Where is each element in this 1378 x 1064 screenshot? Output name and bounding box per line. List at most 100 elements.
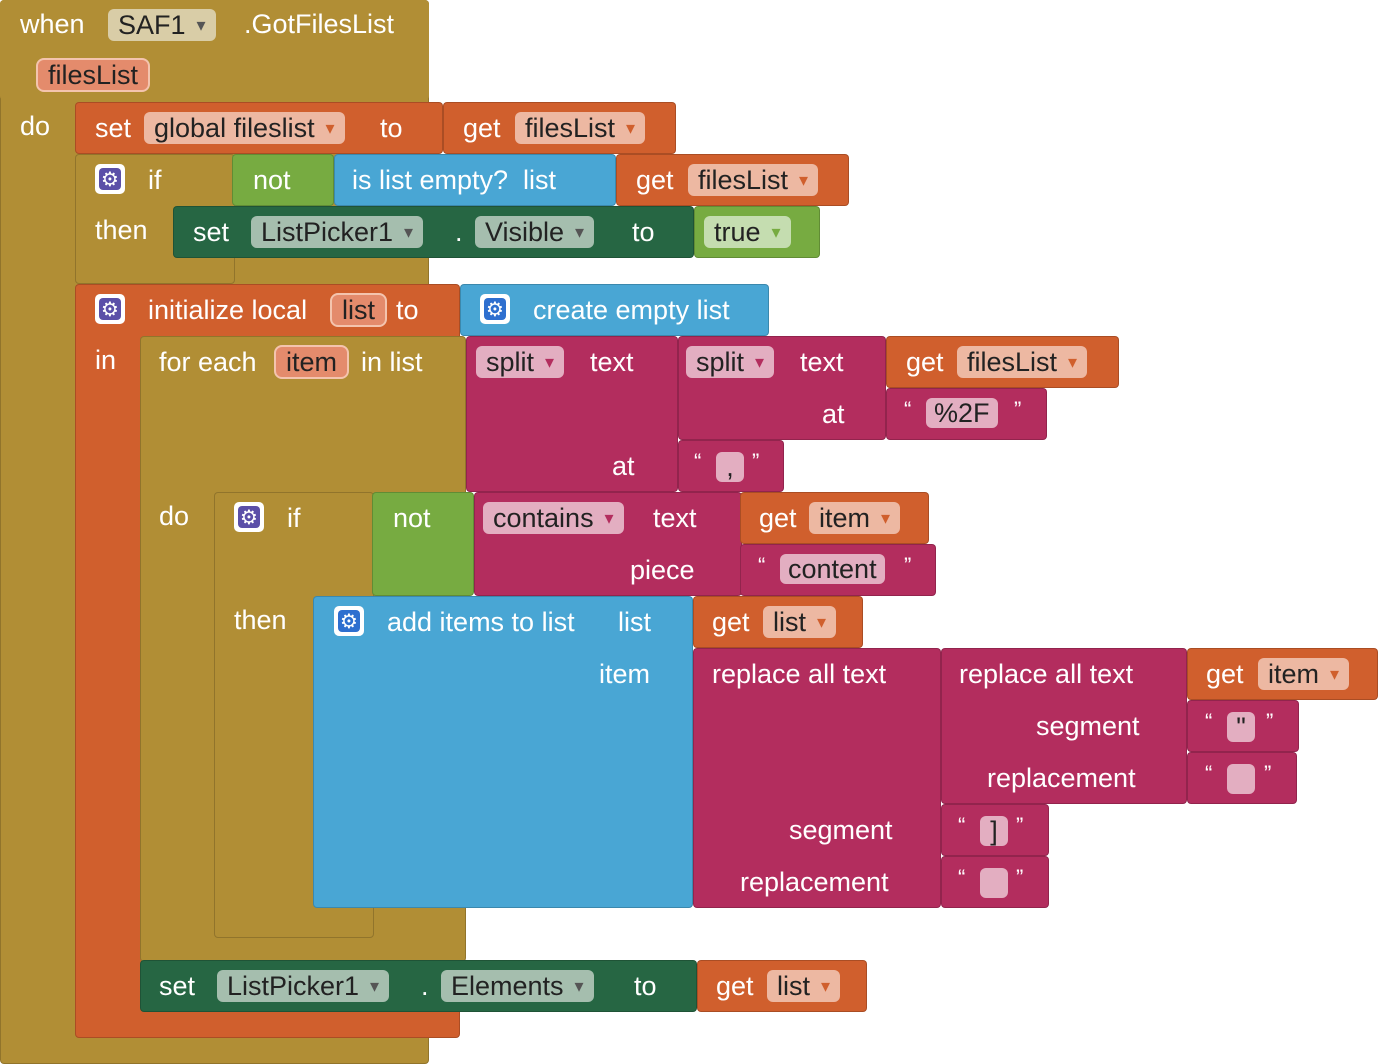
- for-each-label: for each: [159, 347, 257, 377]
- in-list-label: in list: [361, 347, 423, 377]
- add-items-item-label: item: [599, 659, 651, 689]
- contains-text-label: text: [653, 503, 697, 533]
- event-component-dropdown[interactable]: SAF1: [108, 9, 216, 41]
- split-text-label: text: [590, 347, 634, 377]
- local-var-name[interactable]: list: [330, 293, 387, 327]
- add-items-list-label: list: [618, 607, 651, 637]
- create-empty-list-block[interactable]: [460, 284, 769, 336]
- event-name-label: .GotFilesList: [244, 9, 395, 39]
- not-label: not: [393, 503, 431, 533]
- if-label: if: [148, 165, 162, 195]
- string-value-bracket[interactable]: ]: [980, 816, 1008, 846]
- replace-segment-label: segment: [789, 815, 893, 845]
- replace-all-text-label: replace all text: [959, 659, 1134, 689]
- string-value-2f[interactable]: %2F: [926, 398, 998, 428]
- close-quote: ”: [1016, 813, 1024, 838]
- get-label: get: [463, 113, 501, 143]
- contains-dropdown[interactable]: contains: [483, 502, 624, 534]
- add-items-to-list-block[interactable]: [313, 596, 693, 908]
- add-items-label: add items to list: [387, 607, 575, 637]
- for-each-do-label: do: [159, 501, 190, 531]
- init-label: initialize local: [148, 295, 308, 325]
- get-var-dropdown[interactable]: filesList: [688, 164, 819, 196]
- split-at-label: at: [612, 451, 635, 481]
- init-to-label: to: [396, 295, 419, 325]
- open-quote: “: [958, 865, 966, 890]
- then-label: then: [95, 215, 148, 245]
- close-quote: ”: [1264, 761, 1272, 786]
- close-quote: ”: [904, 553, 912, 578]
- replace-all-text-block-inner[interactable]: [941, 648, 1187, 804]
- to-label: to: [634, 971, 657, 1001]
- then-label: then: [234, 605, 287, 635]
- string-value-dquote[interactable]: ": [1227, 712, 1255, 742]
- get-var-dropdown[interactable]: list: [763, 606, 836, 638]
- replace-all-text-block-outer[interactable]: [693, 648, 941, 908]
- replace-segment-label: segment: [1036, 711, 1140, 741]
- init-mutator-gear-icon[interactable]: [95, 294, 125, 324]
- replace-all-text-label: replace all text: [712, 659, 887, 689]
- boolean-dropdown[interactable]: true: [704, 216, 791, 248]
- init-in-label: in: [95, 345, 117, 375]
- if-mutator-gear-icon[interactable]: [234, 502, 264, 532]
- dot-label: .: [455, 217, 463, 247]
- get-var-dropdown[interactable]: filesList: [515, 112, 646, 144]
- not-block-1[interactable]: [232, 154, 334, 206]
- get-label: get: [716, 971, 754, 1001]
- get-var-dropdown[interactable]: item: [809, 502, 901, 534]
- set-label: set: [193, 217, 230, 247]
- get-label: get: [636, 165, 674, 195]
- replace-replacement-label: replacement: [740, 867, 889, 897]
- for-each-var-name[interactable]: item: [274, 345, 350, 379]
- if-label: if: [287, 503, 301, 533]
- close-quote: ”: [1016, 865, 1024, 890]
- get-var-dropdown[interactable]: list: [767, 970, 840, 1002]
- get-label: get: [712, 607, 750, 637]
- get-var-dropdown[interactable]: filesList: [957, 346, 1088, 378]
- string-value-content[interactable]: content: [780, 554, 885, 584]
- split-at-label: at: [822, 399, 845, 429]
- dot-label: .: [421, 971, 429, 1001]
- get-var-dropdown[interactable]: item: [1258, 658, 1350, 690]
- is-list-empty-label: is list empty? list: [352, 165, 557, 195]
- string-value-empty[interactable]: [980, 868, 1008, 898]
- create-empty-list-label: create empty list: [533, 295, 730, 325]
- to-label: to: [632, 217, 655, 247]
- global-var-dropdown[interactable]: global fileslist: [144, 112, 345, 144]
- set-global-set-label: set: [95, 113, 132, 143]
- not-label: not: [253, 165, 291, 195]
- get-label: get: [759, 503, 797, 533]
- contains-piece-label: piece: [630, 555, 695, 585]
- replace-replacement-label: replacement: [987, 763, 1136, 793]
- set-global-to-label: to: [380, 113, 403, 143]
- open-quote: “: [958, 813, 966, 838]
- close-quote: ”: [1266, 709, 1274, 734]
- property-dropdown[interactable]: Elements: [441, 970, 594, 1002]
- event-do-label: do: [20, 111, 51, 141]
- component-dropdown[interactable]: ListPicker1: [217, 970, 390, 1002]
- create-list-gear-icon[interactable]: [480, 294, 510, 324]
- not-block-2[interactable]: [372, 492, 474, 596]
- event-when-label: when: [20, 9, 85, 39]
- split-dropdown[interactable]: split: [686, 346, 775, 378]
- close-quote: ”: [1014, 397, 1022, 422]
- component-dropdown[interactable]: ListPicker1: [251, 216, 424, 248]
- open-quote: “: [1205, 709, 1213, 734]
- property-dropdown[interactable]: Visible: [475, 216, 595, 248]
- close-quote: ”: [752, 449, 760, 474]
- open-quote: “: [904, 397, 912, 422]
- add-items-gear-icon[interactable]: [334, 606, 364, 636]
- open-quote: “: [1205, 761, 1213, 786]
- string-value-empty[interactable]: [1227, 764, 1255, 794]
- if-mutator-gear-icon[interactable]: [95, 164, 125, 194]
- string-value-comma[interactable]: ,: [716, 452, 744, 482]
- get-label: get: [906, 347, 944, 377]
- open-quote: “: [758, 553, 766, 578]
- is-list-empty-block[interactable]: [334, 154, 616, 206]
- event-param-fileslist[interactable]: filesList: [36, 58, 151, 92]
- get-label: get: [1206, 659, 1244, 689]
- split-dropdown[interactable]: split: [476, 346, 565, 378]
- open-quote: “: [694, 449, 702, 474]
- set-label: set: [159, 971, 196, 1001]
- split-text-label: text: [800, 347, 844, 377]
